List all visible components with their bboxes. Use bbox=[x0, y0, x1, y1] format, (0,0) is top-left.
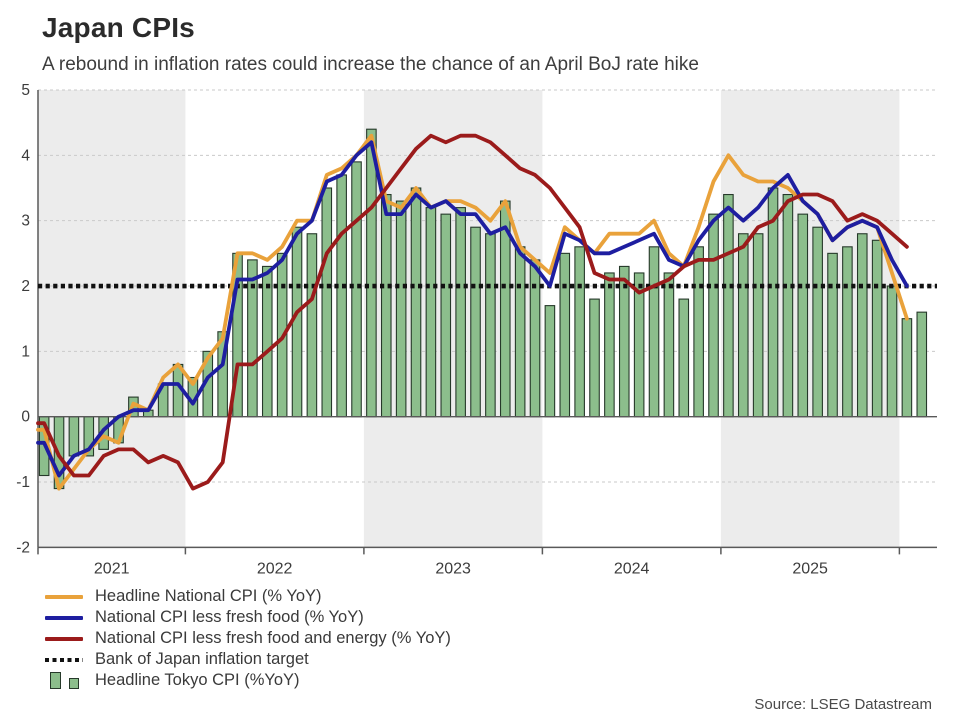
y-axis-label: 0 bbox=[21, 409, 30, 426]
page-subtitle: A rebound in inflation rates could incre… bbox=[42, 54, 699, 75]
legend-label: National CPI less fresh food and energy … bbox=[95, 629, 451, 647]
tokyo-cpi-bar bbox=[678, 298, 690, 418]
legend-item-core-cpi: National CPI less fresh food (% YoY) bbox=[45, 607, 451, 628]
tokyo-cpi-bar bbox=[306, 233, 318, 418]
legend-label: Headline Tokyo CPI (%YoY) bbox=[95, 671, 300, 689]
y-axis-label: -2 bbox=[16, 539, 30, 556]
tokyo-cpi-bar bbox=[648, 246, 660, 418]
tokyo-cpi-bar bbox=[827, 252, 838, 418]
tokyo-cpi-bar bbox=[410, 187, 422, 418]
x-axis-year-label: 2021 bbox=[94, 560, 130, 577]
tokyo-cpi-bar bbox=[351, 161, 362, 418]
core-core-cpi-line bbox=[36, 133, 909, 491]
tokyo-cpi-bar bbox=[871, 239, 883, 418]
tokyo-cpi-bar bbox=[380, 193, 392, 418]
tokyo-cpi-bar bbox=[886, 285, 898, 418]
tokyo-cpi-bar bbox=[618, 265, 630, 418]
tokyo-cpi-bar bbox=[529, 259, 541, 418]
tokyo-cpi-bar bbox=[842, 246, 853, 418]
tokyo-cpi-bar bbox=[544, 305, 556, 418]
tokyo-cpi-bar bbox=[336, 174, 347, 418]
tokyo-cpi-bar bbox=[723, 193, 734, 418]
source-note: Source: LSEG Datastream bbox=[754, 696, 932, 713]
tokyo-cpi-bar bbox=[916, 311, 928, 418]
tokyo-cpi-bar bbox=[693, 246, 704, 418]
x-axis-year-label: 2023 bbox=[435, 560, 471, 577]
core-core-cpi-line-swatch bbox=[45, 636, 83, 641]
tokyo-cpi-bar bbox=[901, 318, 913, 418]
x-axis-year-label: 2022 bbox=[257, 560, 293, 577]
y-axis-label: 1 bbox=[21, 343, 30, 360]
headline-national-line-swatch bbox=[45, 594, 83, 599]
legend-item-boj-target: Bank of Japan inflation target bbox=[45, 649, 451, 670]
tokyo-cpi-bar bbox=[261, 265, 273, 418]
tokyo-cpi-bar bbox=[708, 213, 719, 418]
legend-label: Headline National CPI (% YoY) bbox=[95, 587, 322, 605]
tokyo-cpi-bar bbox=[663, 272, 675, 418]
tokyo-cpi-bar bbox=[470, 226, 481, 418]
y-axis-label: 5 bbox=[21, 82, 30, 99]
tokyo-cpi-bar bbox=[514, 246, 526, 418]
core-cpi-line bbox=[36, 140, 909, 478]
tokyo-cpi-bar bbox=[812, 226, 823, 418]
tokyo-cpi-bar bbox=[425, 207, 437, 418]
tokyo-cpi-bar bbox=[633, 272, 645, 418]
tokyo-cpi-bar bbox=[604, 272, 615, 418]
chart-legend: Headline National CPI (% YoY) National C… bbox=[45, 586, 451, 691]
tokyo-cpi-bar bbox=[782, 193, 794, 418]
year-band bbox=[363, 90, 543, 548]
x-axis-year-label: 2025 bbox=[792, 560, 828, 577]
tokyo-cpi-bar bbox=[737, 233, 749, 418]
tokyo-cpi-bar bbox=[856, 233, 868, 418]
x-axis-year-label: 2024 bbox=[614, 560, 650, 577]
legend-item-headline-national: Headline National CPI (% YoY) bbox=[45, 586, 451, 607]
tokyo-cpi-bar bbox=[291, 226, 303, 418]
tokyo-cpi-bar bbox=[752, 233, 764, 418]
tokyo-cpi-bar bbox=[589, 298, 600, 418]
legend-item-core-core-cpi: National CPI less fresh food and energy … bbox=[45, 628, 451, 649]
tokyo-cpi-bar bbox=[559, 252, 571, 418]
tokyo-cpi-bar bbox=[247, 259, 258, 418]
tokyo-cpi-bar bbox=[574, 246, 585, 418]
headline-national-cpi-line bbox=[36, 133, 909, 491]
tokyo-cpi-bar bbox=[440, 213, 452, 418]
year-band bbox=[720, 90, 900, 548]
tokyo-cpi-bar bbox=[797, 213, 809, 418]
boj-target-dotted-swatch bbox=[45, 657, 83, 662]
y-axis-label: 4 bbox=[21, 147, 30, 164]
y-axis-label: -1 bbox=[16, 474, 30, 491]
legend-label: National CPI less fresh food (% YoY) bbox=[95, 608, 364, 626]
tokyo-cpi-bar bbox=[455, 207, 466, 418]
y-axis-label: 2 bbox=[21, 278, 30, 295]
page-title: Japan CPIs bbox=[42, 12, 195, 43]
y-axis-label: 3 bbox=[21, 213, 30, 230]
tokyo-cpi-bar bbox=[68, 416, 80, 457]
legend-item-tokyo-cpi: Headline Tokyo CPI (%YoY) bbox=[45, 670, 451, 691]
tokyo-cpi-bar bbox=[485, 233, 496, 418]
tokyo-cpi-bar bbox=[395, 200, 407, 418]
tokyo-cpi-bar bbox=[366, 128, 377, 418]
legend-label: Bank of Japan inflation target bbox=[95, 650, 309, 668]
tokyo-cpi-bars-swatch bbox=[45, 671, 83, 689]
tokyo-cpi-bar bbox=[321, 187, 333, 418]
core-cpi-line-swatch bbox=[45, 615, 83, 620]
